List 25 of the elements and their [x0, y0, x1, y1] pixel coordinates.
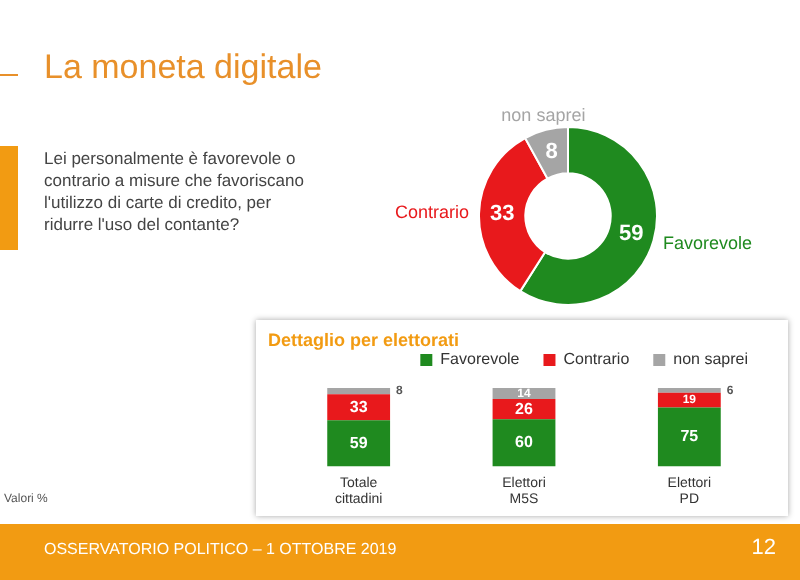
- bar: [327, 420, 391, 467]
- text: 12: [751, 536, 776, 560]
- bar: [327, 388, 391, 395]
- text: OSSERVATORIO POLITICO – 1 OTTOBRE 2019: [44, 540, 397, 558]
- data-label: 59: [349, 433, 369, 452]
- bar: [657, 392, 721, 408]
- slice-label: non saprei: [501, 105, 586, 126]
- legend-label: Contrario: [563, 350, 631, 369]
- slice-label: Favorevole: [663, 232, 753, 253]
- slice-label: Contrario: [395, 201, 470, 222]
- chart-title: La moneta digitale: [44, 48, 322, 88]
- data-label: 60: [515, 433, 534, 452]
- data-label: 26: [515, 399, 534, 418]
- legend-label: non saprei: [673, 350, 749, 369]
- text: Lei personalmente è favorevole o contrario a misure che favoriscano l'utilizzo di carte di credito, per ridurre l'uso del contante?: [44, 148, 306, 236]
- chart-title: Dettaglio per elettorati: [268, 330, 460, 350]
- data-label: 33: [489, 201, 515, 226]
- bar: [657, 407, 721, 467]
- data-label: 75: [680, 427, 700, 446]
- data-label: 59: [618, 222, 644, 247]
- legend-label: Favorevole: [440, 350, 521, 369]
- data-label: 8: [545, 140, 558, 165]
- bar: [327, 394, 391, 421]
- bar: [492, 419, 556, 467]
- data-label: 33: [349, 397, 369, 416]
